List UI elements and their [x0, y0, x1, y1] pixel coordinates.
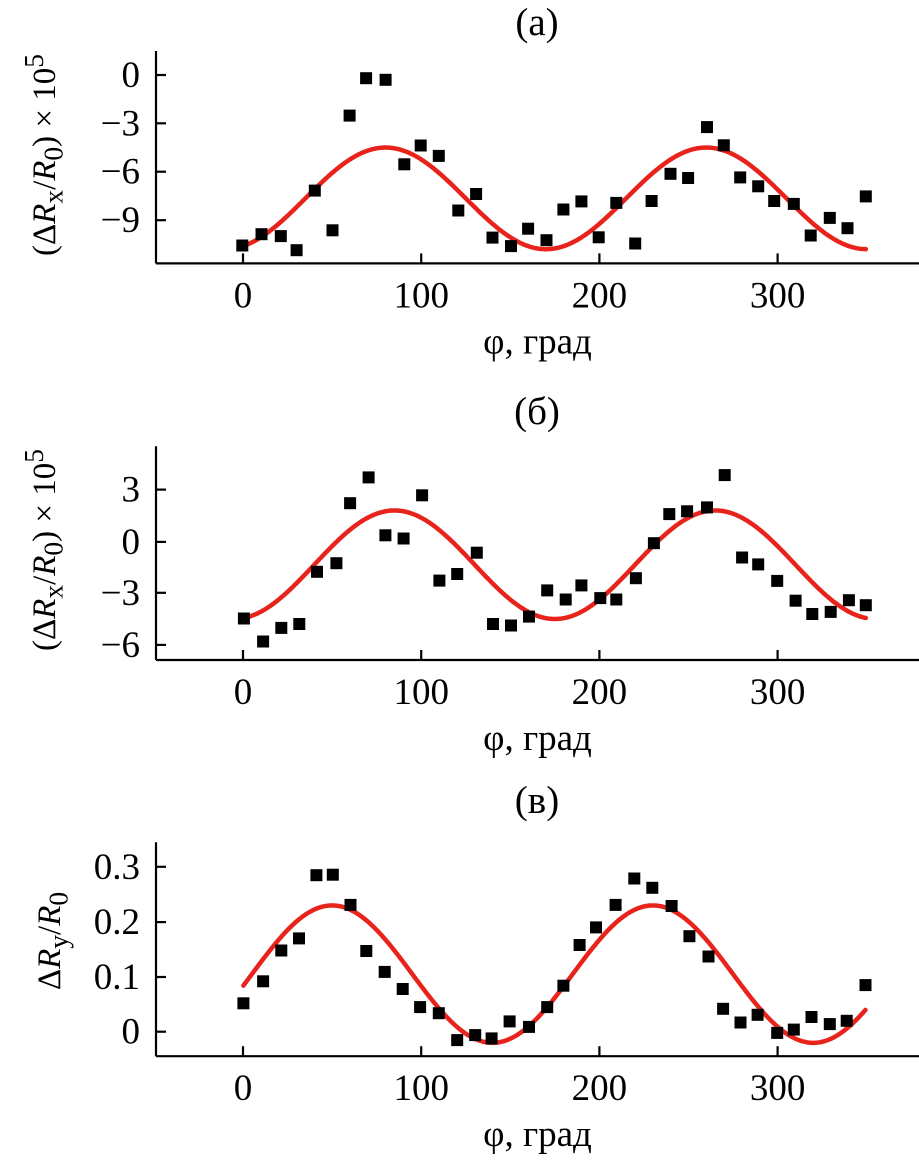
svg-text:φ, град: φ, град	[483, 321, 592, 362]
svg-text:3: 3	[122, 470, 141, 511]
svg-text:−3: −3	[101, 103, 140, 144]
svg-text:0: 0	[234, 672, 253, 713]
svg-text:−6: −6	[101, 152, 140, 193]
svg-text:0.2: 0.2	[94, 902, 140, 943]
svg-text:0.3: 0.3	[94, 847, 140, 888]
svg-text:100: 100	[393, 672, 449, 713]
svg-text:0: 0	[122, 522, 141, 563]
svg-text:0: 0	[234, 1068, 253, 1109]
svg-text:300: 300	[750, 672, 806, 713]
svg-text:0.1: 0.1	[94, 957, 140, 998]
svg-text:−3: −3	[101, 573, 140, 614]
svg-text:0: 0	[234, 275, 253, 316]
svg-text:100: 100	[393, 1068, 449, 1109]
svg-text:(б): (б)	[514, 390, 560, 433]
svg-text:100: 100	[393, 275, 449, 316]
svg-text:300: 300	[750, 1068, 806, 1109]
svg-text:0: 0	[122, 1012, 141, 1053]
svg-text:(a): (a)	[515, 1, 558, 44]
svg-text:200: 200	[572, 672, 628, 713]
svg-text:0: 0	[122, 55, 141, 96]
svg-text:300: 300	[750, 275, 806, 316]
svg-text:φ, град: φ, град	[483, 1114, 592, 1155]
svg-text:−9: −9	[101, 200, 140, 241]
svg-text:200: 200	[572, 275, 628, 316]
svg-text:−6: −6	[101, 625, 140, 666]
svg-text:(в): (в)	[515, 779, 559, 822]
svg-text:200: 200	[572, 1068, 628, 1109]
svg-text:φ, град: φ, град	[483, 718, 592, 759]
